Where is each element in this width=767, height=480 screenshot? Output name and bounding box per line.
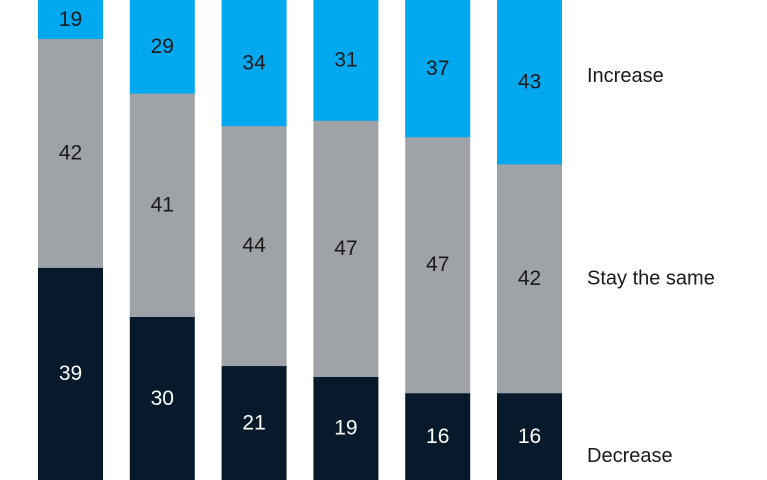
data-label: 16 [518, 425, 541, 448]
bar-segment [38, 267, 103, 480]
segment-labels-group: 39 42 19 30 41 29 21 44 34 19 47 31 16 47 37 16 42 43 [59, 8, 541, 448]
bar-segment [497, 0, 562, 165]
legend-label: Increase [587, 65, 664, 87]
bar-segment [313, 0, 379, 121]
bar-segment [38, 0, 103, 39]
data-label: 37 [426, 57, 449, 80]
bar-segment [405, 0, 471, 138]
bar-segment [221, 0, 287, 127]
data-label: 30 [151, 387, 174, 410]
data-label: 19 [59, 8, 82, 31]
data-label: 29 [151, 35, 174, 58]
bar-segment [221, 365, 287, 480]
data-label: 39 [59, 362, 82, 385]
legend: Decrease Stay the same Increase [587, 65, 715, 467]
data-label: 47 [426, 253, 449, 276]
data-label: 43 [518, 71, 541, 94]
bar-segment [313, 376, 379, 480]
legend-label: Stay the same [587, 267, 715, 289]
data-label: 31 [334, 49, 357, 72]
bar-segment [497, 392, 562, 480]
bar-segment [221, 125, 287, 367]
bar-segment [497, 163, 562, 394]
bar-segment [38, 38, 103, 268]
data-label: 44 [242, 234, 266, 257]
data-label: 42 [59, 142, 82, 165]
bar-segment [405, 136, 471, 394]
data-label: 47 [334, 237, 357, 260]
bar-segment [129, 0, 195, 94]
bar-segment [129, 316, 195, 480]
data-label: 21 [242, 411, 265, 434]
data-label: 42 [518, 267, 541, 290]
data-label: 41 [151, 193, 174, 216]
data-label: 16 [426, 425, 449, 448]
bar-segment [313, 120, 379, 378]
legend-label: Decrease [587, 445, 673, 467]
bar-segment [129, 93, 195, 317]
bar-segment [405, 392, 471, 480]
data-label: 19 [334, 417, 357, 440]
bars-group [38, 0, 562, 480]
data-label: 34 [242, 51, 266, 74]
